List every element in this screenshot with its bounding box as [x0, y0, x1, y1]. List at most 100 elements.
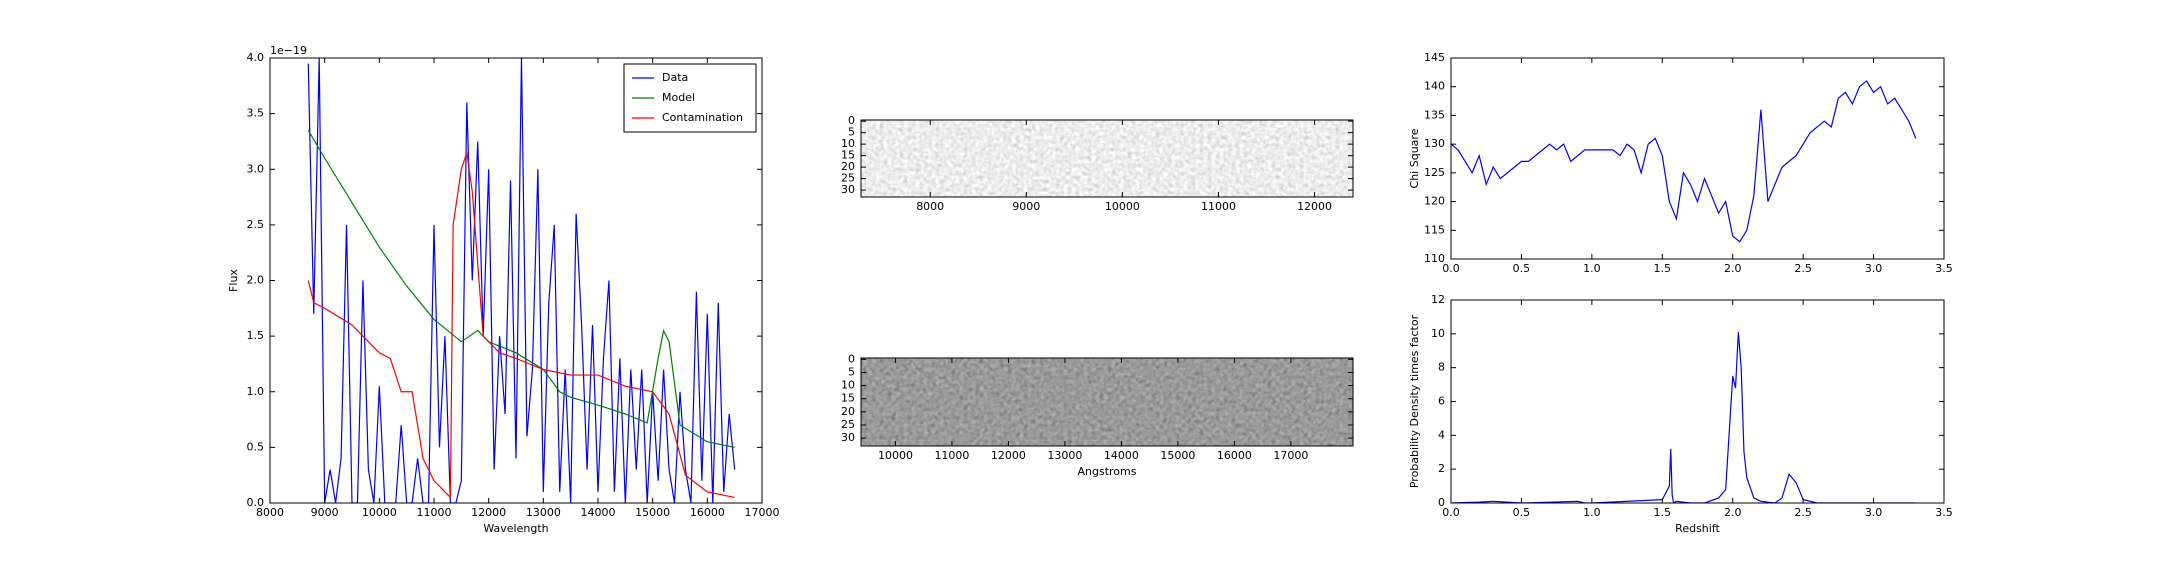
y-tick-label: 4	[1438, 428, 1445, 441]
legend-label: Contamination	[662, 111, 743, 124]
legend-box	[623, 63, 757, 133]
y-tick-label: 125	[1424, 166, 1445, 179]
y-tick-label: 10	[841, 379, 855, 392]
y-tick-label: 3.0	[247, 162, 265, 175]
y-tick-label: 5	[848, 365, 855, 378]
axes-frame	[1450, 299, 1945, 504]
y-tick-label: 6	[1438, 395, 1445, 408]
panel: 0.0 0.5 1.0 1.5 2.0 2.5 3.0 3.5 0 2 4 6 8 10 12 Redshif…	[1408, 293, 1953, 535]
x-tick-label: 13000	[526, 506, 561, 519]
x-tick-label: 1.0	[1583, 262, 1601, 275]
y-tick-label: 1.5	[247, 329, 265, 342]
x-tick-label: 11000	[417, 506, 452, 519]
x-tick-label: 10000	[362, 506, 397, 519]
y-tick-label: 0	[848, 114, 855, 127]
x-tick-label: 9000	[311, 506, 339, 519]
y-tick-label: 30	[841, 183, 855, 196]
y-tick-label: 120	[1424, 195, 1445, 208]
legend-label: Model	[662, 91, 695, 104]
x-tick-label: 3.5	[1935, 262, 1953, 275]
y-offset-label: 1e−19	[270, 44, 307, 57]
x-tick-label: 17000	[745, 506, 780, 519]
series-line	[1451, 80, 1917, 243]
y-tick-label: 10	[841, 137, 855, 150]
y-tick-label: 2.0	[247, 274, 265, 287]
y-tick-label: 0.5	[247, 440, 265, 453]
x-tick-label: 15000	[635, 506, 670, 519]
x-tick-label: 16000	[1217, 449, 1252, 462]
series-line	[307, 152, 735, 499]
x-tick-label: 13000	[1047, 449, 1082, 462]
series-line	[307, 130, 735, 448]
x-tick-label: 3.0	[1865, 262, 1883, 275]
y-tick-label: 15	[841, 149, 855, 162]
x-axis-label: Wavelength	[483, 522, 548, 535]
y-tick-label: 20	[841, 405, 855, 418]
lines	[1451, 80, 1917, 243]
y-tick-label: 0	[848, 352, 855, 365]
x-tick-label: 8000	[256, 506, 284, 519]
x-tick-label: 0.0	[1442, 506, 1460, 519]
x-tick-label: 3.0	[1865, 506, 1883, 519]
x-tick-label: 17000	[1273, 449, 1308, 462]
x-tick-label: 10000	[1105, 200, 1140, 213]
y-axis-label: Chi Square	[1408, 128, 1421, 188]
y-tick-label: 0.0	[247, 496, 265, 509]
panel: 0.0 0.5 1.0 1.5 2.0 2.5 3.0 3.5 110 115 120 125 130 1…	[1408, 51, 1953, 275]
y-tick-label: 145	[1424, 51, 1445, 64]
y-tick-label: 0	[1438, 496, 1445, 509]
y-tick-label: 5	[848, 126, 855, 139]
x-tick-label: 10000	[878, 449, 913, 462]
x-tick-label: 2.5	[1794, 262, 1812, 275]
x-tick-label: 11000	[1201, 200, 1236, 213]
x-axis-label: Redshift	[1675, 522, 1720, 535]
panel: 8000 9000 10000 11000 12000 13000 14000 15000 16…	[227, 44, 780, 535]
x-tick-label: 14000	[1104, 449, 1139, 462]
axes-frame	[860, 119, 1354, 198]
y-tick-label: 1.0	[247, 385, 265, 398]
y-axis-label: Probability Density times factor	[1408, 314, 1421, 488]
y-tick-label: 15	[841, 392, 855, 405]
lines	[307, 58, 736, 503]
x-tick-label: 8000	[916, 200, 944, 213]
y-tick-label: 140	[1424, 80, 1445, 93]
image	[861, 120, 1353, 197]
y-tick-label: 25	[841, 418, 855, 431]
x-tick-label: 0.5	[1513, 506, 1531, 519]
y-tick-label: 25	[841, 172, 855, 185]
y-tick-label: 10	[1431, 327, 1445, 340]
y-tick-label: 8	[1438, 361, 1445, 374]
y-tick-label: 2.5	[247, 218, 265, 231]
axes-frame	[860, 357, 1354, 447]
x-tick-label: 12000	[991, 449, 1026, 462]
lines	[1451, 332, 1916, 503]
x-tick-label: 0.0	[1442, 262, 1460, 275]
y-tick-label: 130	[1424, 137, 1445, 150]
series-line	[1451, 332, 1916, 503]
x-tick-label: 2.5	[1794, 506, 1812, 519]
y-tick-label: 3.5	[247, 107, 265, 120]
x-tick-label: 1.0	[1583, 506, 1601, 519]
legend: Data Model Contamination	[623, 63, 757, 133]
x-tick-label: 3.5	[1935, 506, 1953, 519]
panel: 10000 11000 12000 13000 14000 15000 16000 17000…	[841, 352, 1354, 478]
x-tick-label: 1.5	[1654, 262, 1672, 275]
y-axis-label: Flux	[227, 269, 240, 292]
x-tick-label: 12000	[1297, 200, 1332, 213]
y-tick-label: 135	[1424, 108, 1445, 121]
image	[861, 358, 1353, 446]
x-tick-label: 15000	[1160, 449, 1195, 462]
x-axis-label: Angstroms	[1078, 465, 1137, 478]
y-tick-label: 115	[1424, 223, 1445, 236]
legend-label: Data	[662, 71, 688, 84]
x-tick-label: 2.0	[1724, 262, 1742, 275]
x-tick-label: 9000	[1012, 200, 1040, 213]
y-tick-label: 12	[1431, 293, 1445, 306]
x-tick-label: 1.5	[1654, 506, 1672, 519]
x-tick-label: 2.0	[1724, 506, 1742, 519]
axes-frame	[1450, 57, 1945, 260]
x-tick-label: 12000	[471, 506, 506, 519]
y-tick-label: 2	[1438, 462, 1445, 475]
x-tick-label: 14000	[581, 506, 616, 519]
